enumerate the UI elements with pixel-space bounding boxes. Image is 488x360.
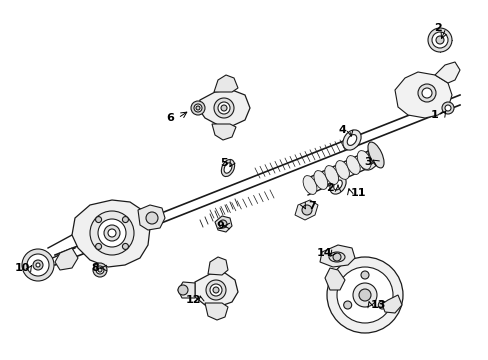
Circle shape [213,287,219,293]
Ellipse shape [346,156,360,174]
Circle shape [378,301,386,309]
Text: 6: 6 [166,113,174,123]
Circle shape [214,98,234,118]
Circle shape [336,267,392,323]
Circle shape [93,263,107,277]
Polygon shape [198,90,249,126]
Circle shape [358,289,370,301]
Circle shape [219,220,226,228]
Circle shape [431,32,447,48]
Circle shape [205,280,225,300]
Circle shape [360,271,368,279]
Polygon shape [215,216,231,232]
Circle shape [444,105,450,111]
Polygon shape [325,268,345,290]
Polygon shape [138,205,164,230]
Circle shape [22,249,54,281]
Ellipse shape [360,150,378,170]
Polygon shape [178,282,195,298]
Circle shape [209,284,222,296]
Circle shape [441,102,453,114]
Polygon shape [434,62,459,83]
Ellipse shape [342,130,360,150]
Ellipse shape [224,163,231,173]
Circle shape [96,266,104,274]
Circle shape [98,219,126,247]
Circle shape [191,101,204,115]
Ellipse shape [365,154,374,166]
Circle shape [27,254,49,276]
Text: 2: 2 [325,183,333,193]
Polygon shape [72,200,150,267]
Polygon shape [207,257,227,275]
Polygon shape [381,295,401,313]
Circle shape [417,84,435,102]
Circle shape [122,243,128,249]
Circle shape [196,106,200,110]
Polygon shape [55,248,78,270]
Text: 2: 2 [433,23,441,33]
Circle shape [108,229,116,237]
Ellipse shape [335,161,348,179]
Circle shape [36,263,40,267]
Circle shape [435,36,443,44]
Ellipse shape [328,252,345,262]
Ellipse shape [346,135,356,145]
Text: 12: 12 [185,295,201,305]
Circle shape [95,243,102,249]
Text: 8: 8 [91,263,99,273]
Text: 11: 11 [349,188,365,198]
Polygon shape [212,124,236,140]
Polygon shape [294,200,317,220]
Circle shape [218,102,229,114]
Circle shape [326,257,402,333]
Circle shape [104,225,120,241]
Circle shape [221,105,226,111]
Polygon shape [204,303,227,320]
Circle shape [178,285,187,295]
Ellipse shape [357,150,370,170]
Ellipse shape [333,180,342,190]
Text: 1: 1 [430,110,438,120]
Ellipse shape [313,171,327,189]
Text: 9: 9 [216,221,224,231]
Circle shape [332,253,340,261]
Polygon shape [394,72,451,118]
Circle shape [194,104,202,112]
Circle shape [421,88,431,98]
Polygon shape [195,273,238,307]
Polygon shape [214,75,238,92]
Circle shape [33,260,43,270]
Text: 5: 5 [220,158,227,168]
Circle shape [427,28,451,52]
Text: 4: 4 [337,125,345,135]
Circle shape [122,217,128,222]
Text: 14: 14 [317,248,332,258]
Ellipse shape [367,142,383,168]
Circle shape [98,268,102,272]
Circle shape [343,301,351,309]
Ellipse shape [367,145,381,165]
Ellipse shape [329,176,346,194]
Text: 10: 10 [14,263,30,273]
Ellipse shape [303,176,316,194]
Circle shape [302,205,311,215]
Circle shape [352,283,376,307]
Polygon shape [319,245,354,267]
Ellipse shape [324,166,338,184]
Circle shape [95,217,102,222]
Text: 7: 7 [307,201,315,211]
Circle shape [90,211,134,255]
Circle shape [146,212,158,224]
Text: 13: 13 [369,300,385,310]
Text: 3: 3 [364,157,371,167]
Ellipse shape [221,159,234,176]
